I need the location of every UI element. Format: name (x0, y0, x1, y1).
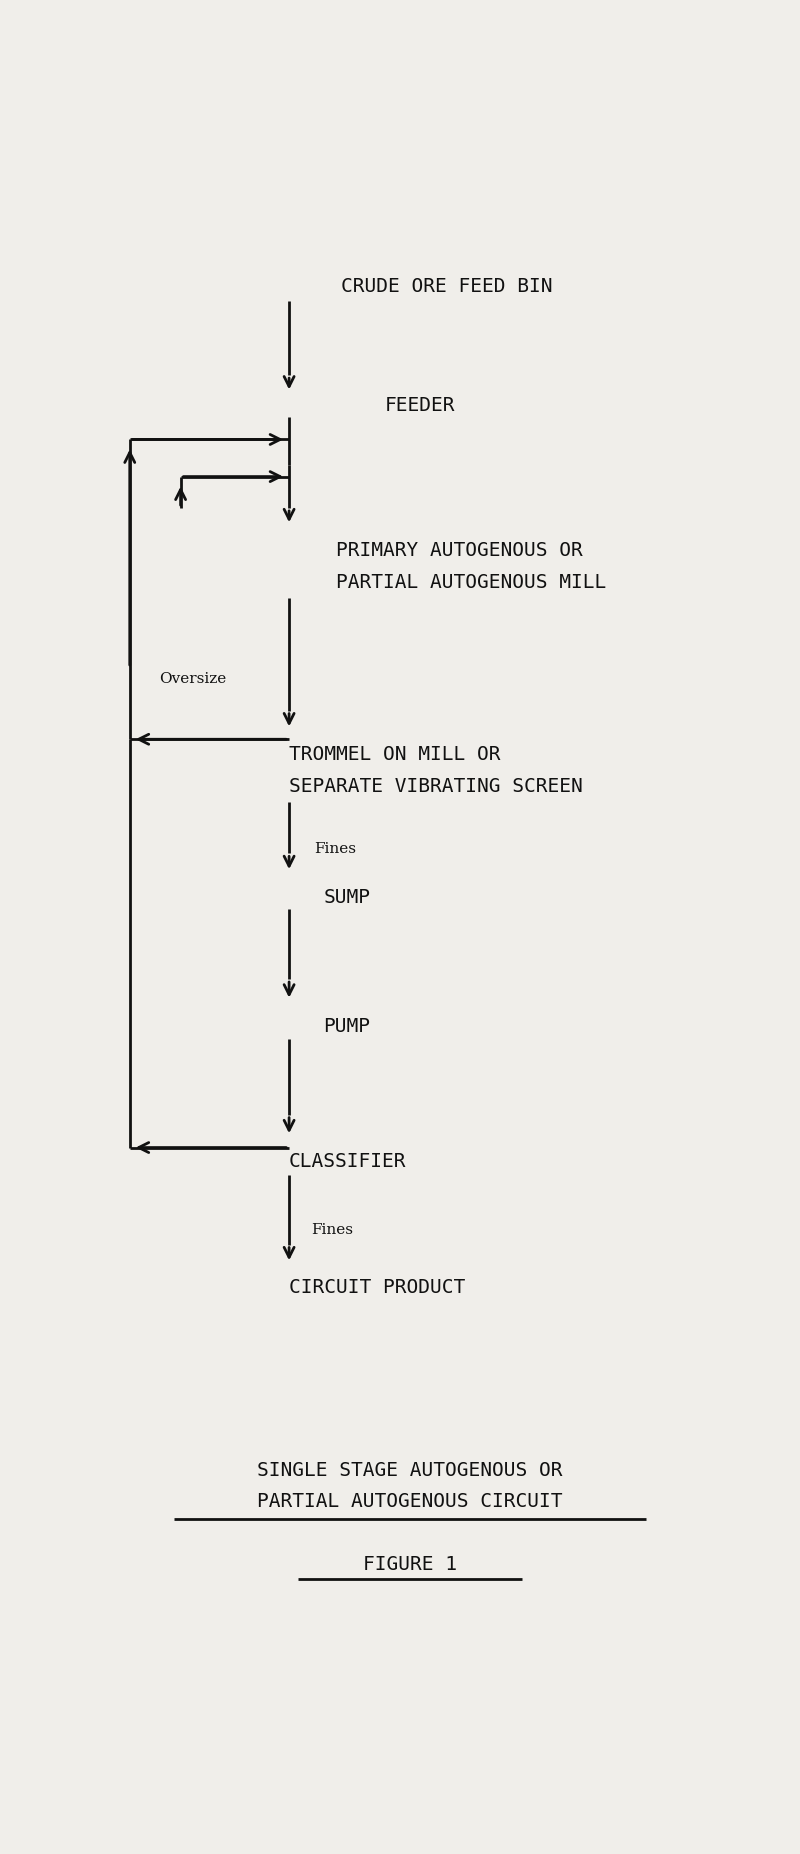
Text: PARTIAL AUTOGENOUS CIRCUIT: PARTIAL AUTOGENOUS CIRCUIT (258, 1492, 562, 1511)
Text: CLASSIFIER: CLASSIFIER (289, 1153, 406, 1172)
Text: Fines: Fines (314, 842, 356, 857)
Text: FIGURE 1: FIGURE 1 (363, 1556, 457, 1574)
Text: SEPARATE VIBRATING SCREEN: SEPARATE VIBRATING SCREEN (289, 777, 583, 795)
Text: TROMMEL ON MILL OR: TROMMEL ON MILL OR (289, 745, 501, 764)
Text: CIRCUIT PRODUCT: CIRCUIT PRODUCT (289, 1277, 466, 1298)
Text: Oversize: Oversize (159, 673, 226, 686)
Text: SINGLE STAGE AUTOGENOUS OR: SINGLE STAGE AUTOGENOUS OR (258, 1461, 562, 1479)
Text: Fines: Fines (310, 1224, 353, 1237)
Text: PUMP: PUMP (323, 1016, 370, 1036)
Text: SUMP: SUMP (323, 888, 370, 907)
Text: PARTIAL AUTOGENOUS MILL: PARTIAL AUTOGENOUS MILL (336, 573, 606, 591)
Text: CRUDE ORE FEED BIN: CRUDE ORE FEED BIN (342, 278, 553, 297)
Text: PRIMARY AUTOGENOUS OR: PRIMARY AUTOGENOUS OR (336, 541, 582, 560)
Text: FEEDER: FEEDER (386, 395, 456, 415)
